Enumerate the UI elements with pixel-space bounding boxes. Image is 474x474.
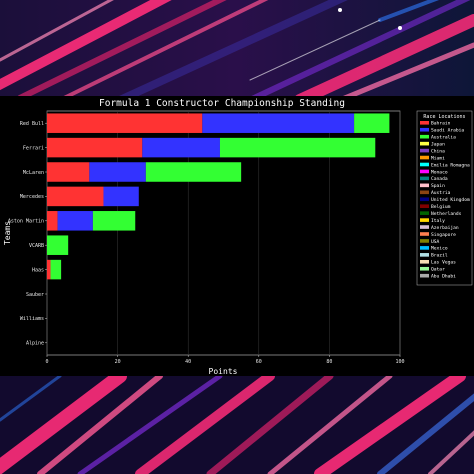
y-tick-label: Sauber — [26, 292, 44, 298]
legend-swatch — [420, 239, 429, 243]
legend-entry: Spain — [431, 183, 445, 189]
chart-title: Formula 1 Constructor Championship Stand… — [99, 98, 345, 109]
legend-entry: Monaco — [431, 169, 448, 175]
bars — [47, 113, 390, 280]
y-tick-label: McLaren — [23, 170, 44, 176]
x-tick-label: 100 — [395, 359, 404, 365]
legend-entry: Japan — [431, 141, 445, 147]
legend-swatch — [420, 218, 429, 222]
x-tick-labels: 0 20 40 60 80 100 — [45, 355, 405, 365]
y-tick-label: Haas — [32, 267, 44, 273]
legend-entry: Abu Dhabi — [431, 274, 456, 280]
bar-red-bull-saudi-arabia — [202, 113, 355, 133]
legend-swatch — [420, 148, 429, 153]
y-tick-label: Williams — [20, 316, 44, 322]
y-tick-label: Aston Martin — [8, 219, 44, 225]
y-tick-label: Mercedes — [20, 194, 44, 200]
bar-mclaren-saudi-arabia — [89, 162, 146, 182]
bar-red-bull-australia — [354, 113, 390, 133]
bar-mclaren-bahrain — [47, 162, 90, 182]
y-axis-label: Teams — [3, 221, 12, 245]
legend-entry: Netherlands — [431, 211, 462, 217]
legend-swatch — [420, 273, 429, 278]
bar-ferrari-australia — [219, 137, 376, 158]
legend-swatch — [420, 260, 429, 264]
y-tick-label: VCARB — [29, 243, 44, 249]
legend-swatch — [420, 197, 429, 202]
x-tick-label: 20 — [115, 359, 121, 365]
legend-entry: United Kingdom — [431, 197, 470, 203]
legend-swatch — [420, 169, 429, 174]
legend-swatch — [420, 183, 429, 188]
bar-red-bull-bahrain — [47, 113, 203, 133]
legend-entry: Italy — [431, 218, 445, 224]
legend-swatch — [420, 121, 429, 125]
legend-entry: Emilia Romagna — [431, 162, 470, 168]
legend-title: Race Locations — [423, 114, 465, 120]
legend-swatch — [420, 155, 429, 160]
legend-swatch — [420, 211, 429, 215]
legend-swatch — [420, 266, 429, 271]
x-tick-label: 0 — [45, 359, 48, 365]
legend-swatch — [420, 225, 429, 229]
bar-vcarb-australia — [47, 235, 69, 255]
bar-aston-martin-australia — [92, 211, 136, 231]
legend-entry: Belgium — [431, 204, 451, 210]
legend-entry: Australia — [431, 135, 456, 141]
bar-ferrari-bahrain — [47, 137, 143, 158]
legend-entry: Saudi Arabia — [431, 128, 464, 134]
x-tick-label: 60 — [256, 359, 262, 365]
y-tick-label: Red Bull — [20, 121, 44, 127]
legend-entry: Canada — [431, 176, 448, 182]
bottom-streaks — [0, 369, 474, 474]
legend-swatch — [420, 134, 429, 139]
y-tick-label: Alpine — [26, 341, 44, 347]
y-tick-labels: Red Bull Ferrari McLaren Mercedes Aston Mart… — [8, 121, 47, 347]
legend-swatch — [420, 204, 429, 208]
y-tick-label: Ferrari — [23, 145, 44, 151]
legend-swatch — [420, 232, 429, 236]
legend-swatch — [420, 246, 429, 250]
legend-entry: Brazil — [431, 253, 448, 259]
legend-entry: Bahrain — [431, 121, 451, 127]
legend-entry: Azerbaijan — [431, 225, 459, 231]
legend-entry: Las Vegas — [431, 260, 456, 266]
legend-swatch — [420, 141, 429, 146]
bar-aston-martin-saudi-arabia — [57, 211, 93, 231]
legend-entry: Miami — [431, 155, 445, 161]
bar-mercedes-bahrain — [47, 186, 104, 207]
bar-mclaren-australia — [145, 162, 242, 182]
legend-entry: Austria — [431, 190, 451, 196]
legend-swatch — [420, 253, 429, 257]
bar-haas-australia — [50, 259, 62, 280]
x-axis-label: Points — [209, 367, 238, 376]
legend-entry: Mexico — [431, 246, 448, 252]
legend-swatch — [420, 176, 429, 181]
x-tick-label: 80 — [326, 359, 332, 365]
legend-entry: USA — [431, 239, 440, 245]
top-streaks — [0, 0, 474, 106]
legend-swatch — [420, 162, 429, 167]
x-tick-label: 40 — [185, 359, 191, 365]
legend-entry: China — [431, 148, 445, 154]
legend-entry: Qatar — [431, 267, 445, 273]
bar-haas-bahrain — [47, 259, 51, 280]
legend-swatch — [420, 190, 429, 195]
bar-ferrari-saudi-arabia — [142, 137, 220, 158]
bar-mercedes-saudi-arabia — [103, 186, 139, 207]
legend-swatch — [420, 127, 429, 132]
bar-aston-martin-bahrain — [47, 211, 58, 231]
legend-entry: Singapore — [431, 232, 456, 238]
